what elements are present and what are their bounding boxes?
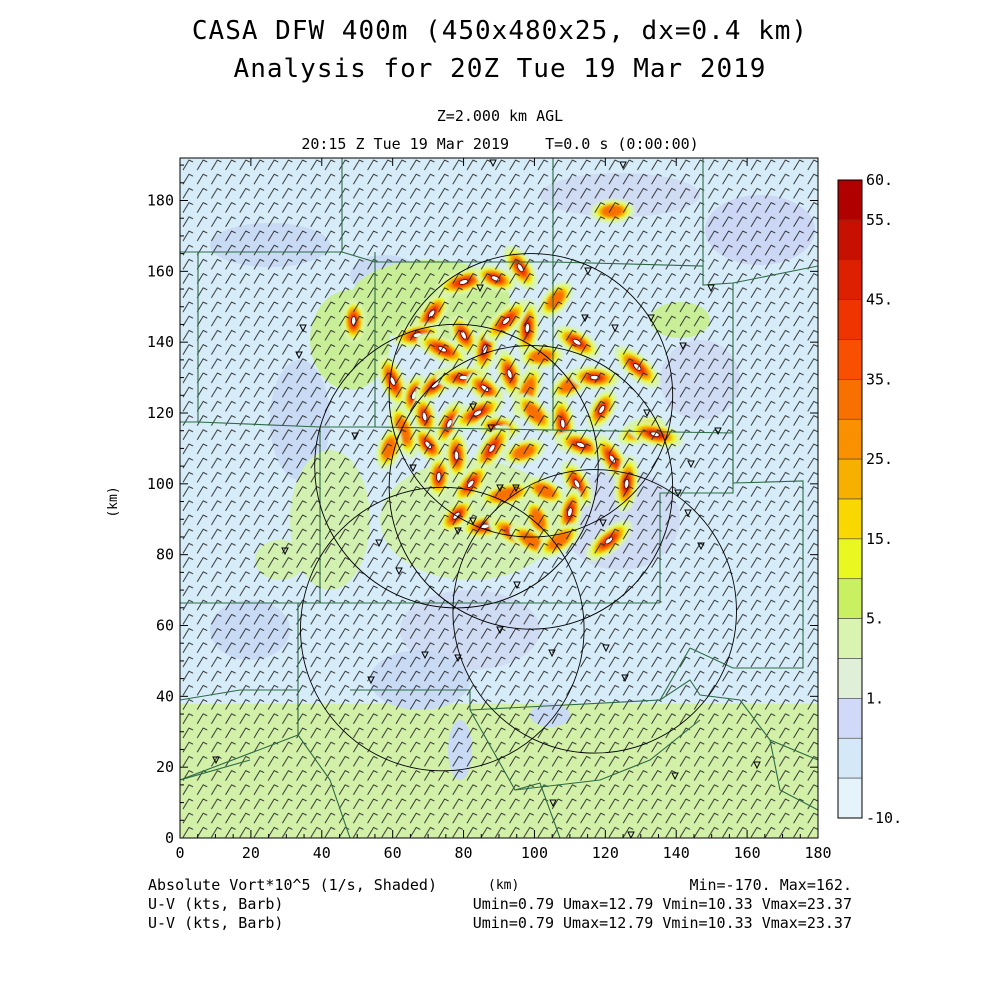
range-ring [388,253,674,538]
plot-area [180,158,818,838]
colorbar-swatch [837,618,863,659]
range-ring [452,469,737,754]
colorbar-label: 15. [866,530,893,548]
colorbar-label: 5. [866,610,884,628]
y-tick-label: 100 [147,475,174,493]
field2-name: U-V (kts, Barb) [148,895,284,913]
x-tick-label: 80 [455,844,473,862]
colorbar-swatch [837,777,863,819]
colorbar-swatch [837,698,863,739]
y-tick-label: 140 [147,333,174,351]
colorbar-swatch [837,498,863,540]
county-boundaries [180,158,818,838]
y-tick-label: 120 [147,404,174,422]
colorbar-label: 25. [866,450,893,468]
y-tick-label: 20 [156,758,174,776]
y-axis: 0 20 40 60 80 100 120 140 160 180 [147,164,818,847]
radar-range-rings [300,253,737,772]
colorbar-swatch [837,339,863,380]
y-tick-label: 40 [156,687,174,705]
range-ring [388,345,674,630]
colorbar-swatch [837,538,863,580]
field1-name: Absolute Vort*10^5 (1/s, Shaded) [148,876,437,894]
chart-title: CASA DFW 400m (450x480x25, dx=0.4 km) [191,16,809,46]
x-tick-label: 140 [663,844,690,862]
wind-barbs [180,158,818,838]
field3-name: U-V (kts, Barb) [148,914,284,932]
field3-stats: Umin=0.79 Umax=12.79 Vmin=10.33 Vmax=23.… [472,914,852,932]
colorbar-label: 1. [866,689,884,707]
x-tick-label: 120 [592,844,619,862]
x-tick-label: 160 [734,844,761,862]
y-tick-label: 0 [165,829,174,847]
y-tick-label: 80 [156,546,174,564]
y-axis-label: (km) [106,486,121,517]
level-label: Z=2.000 km AGL [436,107,564,125]
colorbar-label: 35. [866,370,893,388]
colorbar-swatch [837,578,863,619]
colorbar-label: 45. [866,291,893,309]
colorbar-label: -10. [866,809,902,827]
y-tick-label: 160 [147,262,174,280]
field2-stats: Umin=0.79 Umax=12.79 Vmin=10.33 Vmax=23.… [472,895,852,913]
colorbar-swatch [837,379,863,420]
colorbar-swatch [837,418,863,460]
station-markers [212,159,761,838]
range-ring [300,486,585,772]
field1-stats: Min=-170. Max=162. [689,876,852,894]
x-tick-label: 60 [384,844,402,862]
x-tick-label: 20 [242,844,260,862]
x-tick-label: 180 [804,844,831,862]
colorbar-swatch [837,737,863,779]
colorbar-frame [837,179,863,819]
colorbar: 60. 55. 45. 35. 25. 15. 5. 1. -10. [837,171,902,827]
colorbar-swatch [837,179,863,221]
colorbar-swatch [837,299,863,340]
colorbar-swatch [837,219,863,261]
colorbar-swatch [837,259,863,300]
chart-subtitle: Analysis for 20Z Tue 19 Mar 2019 [233,54,767,84]
y-tick-label: 60 [156,617,174,635]
colorbar-swatch [837,658,863,699]
x-tick-label: 40 [313,844,331,862]
x-tick-label: 0 [175,844,184,862]
colorbar-swatch [837,458,863,500]
x-tick-label: 100 [521,844,548,862]
colorbar-label: 60. [866,171,893,189]
x-axis-label: (km) [488,878,520,893]
colorbar-label: 55. [866,211,893,229]
y-tick-label: 180 [147,192,174,210]
valid-time-label: 20:15 Z Tue 19 Mar 2019 T=0.0 s (0:00:00… [301,135,699,153]
x-axis: 0 20 40 60 80 100 120 140 160 180 [175,158,832,862]
